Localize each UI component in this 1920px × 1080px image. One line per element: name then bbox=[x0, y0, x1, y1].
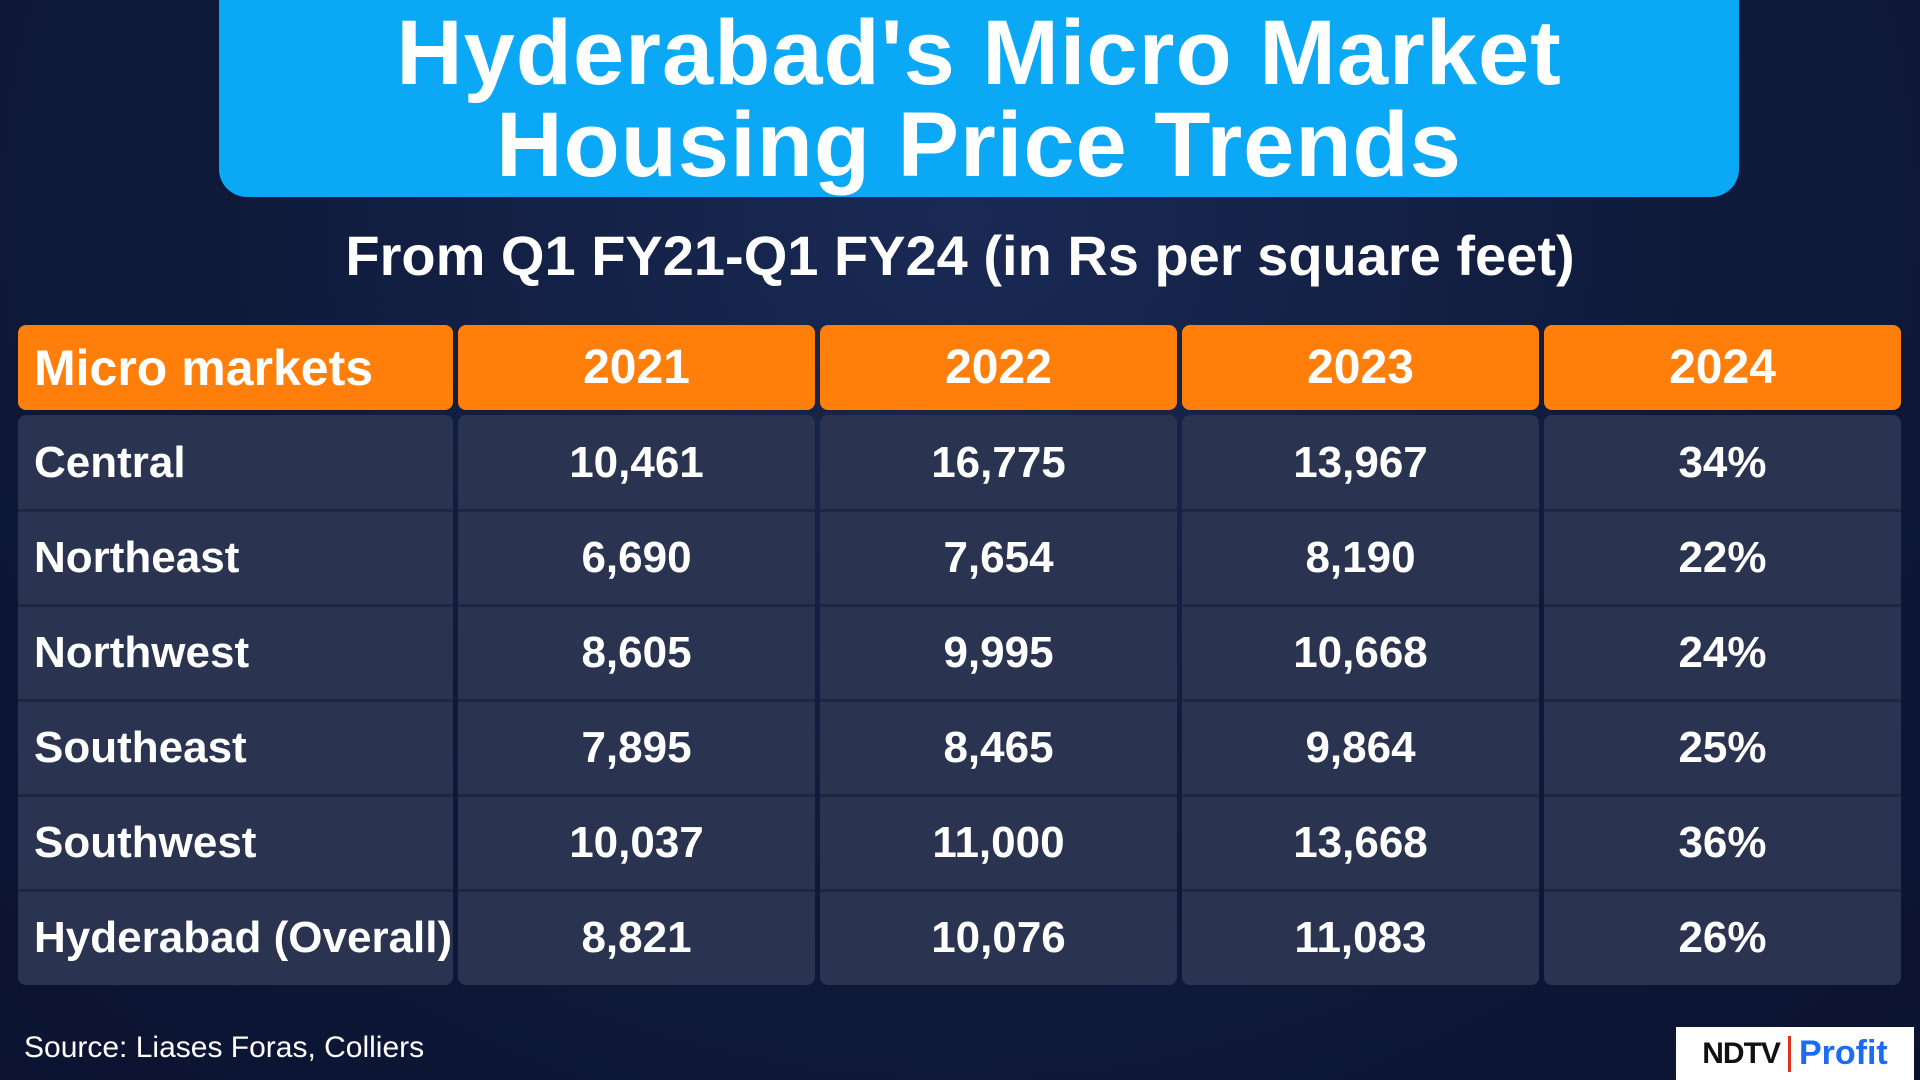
table-cell: 6,690 bbox=[581, 532, 692, 582]
row-divider bbox=[1544, 889, 1901, 892]
logo-product: Profit bbox=[1798, 1034, 1888, 1072]
price-table: Micro markets 2021 2022 2023 2024 Central 10,4… bbox=[18, 325, 1901, 985]
row-divider bbox=[458, 509, 815, 512]
row-label: Hyderabad (Overall) bbox=[34, 912, 453, 962]
row-label: Central bbox=[34, 437, 186, 487]
row-divider bbox=[820, 604, 1177, 607]
table-cell: 13,967 bbox=[1293, 437, 1428, 487]
table-cell: 11,083 bbox=[1294, 912, 1427, 962]
row-divider bbox=[458, 794, 815, 797]
table-cell: 9,995 bbox=[943, 627, 1054, 677]
header-year-2023: 2023 bbox=[1182, 325, 1539, 410]
row-label: Northwest bbox=[34, 627, 250, 677]
table-cell: 7,654 bbox=[943, 532, 1054, 582]
table-cell: 16,775 bbox=[931, 437, 1066, 487]
header-year-2021: 2021 bbox=[458, 325, 815, 410]
row-divider bbox=[820, 509, 1177, 512]
row-divider bbox=[1182, 889, 1539, 892]
table-cell: 25% bbox=[1678, 722, 1767, 772]
table-cell: 34% bbox=[1678, 437, 1767, 487]
row-divider bbox=[18, 794, 453, 797]
title-banner: Hyderabad's Micro Market Housing Price T… bbox=[219, 0, 1739, 197]
source-note: Source: Liases Foras, Colliers bbox=[24, 1031, 425, 1064]
logo-divider bbox=[1787, 1035, 1791, 1072]
row-divider bbox=[820, 794, 1177, 797]
row-divider bbox=[820, 889, 1177, 892]
row-label: Southeast bbox=[34, 722, 247, 772]
table-cell: 22% bbox=[1678, 532, 1767, 582]
row-divider bbox=[458, 699, 815, 702]
table-cell: 10,461 bbox=[569, 437, 704, 487]
table-cell: 24% bbox=[1678, 627, 1767, 677]
table-cell: 10,037 bbox=[569, 817, 704, 867]
logo-brand: NDTV bbox=[1702, 1036, 1781, 1070]
table-cell: 9,864 bbox=[1305, 722, 1416, 772]
table-cell: 26% bbox=[1678, 912, 1767, 962]
row-divider bbox=[1182, 604, 1539, 607]
row-divider bbox=[1182, 794, 1539, 797]
row-divider bbox=[18, 604, 453, 607]
row-divider bbox=[18, 699, 453, 702]
row-divider bbox=[18, 509, 453, 512]
row-divider bbox=[458, 889, 815, 892]
subtitle: From Q1 FY21-Q1 FY24 (in Rs per square f… bbox=[345, 224, 1575, 287]
row-divider bbox=[1544, 604, 1901, 607]
title-line-2: Housing Price Trends bbox=[496, 93, 1462, 196]
title-line-1: Hyderabad's Micro Market bbox=[396, 1, 1562, 104]
ndtv-profit-logo: NDTV Profit bbox=[1676, 1027, 1914, 1080]
row-divider bbox=[458, 604, 815, 607]
table-cell: 11,000 bbox=[932, 817, 1065, 867]
header-micro-markets: Micro markets bbox=[18, 325, 453, 410]
table-cell: 8,465 bbox=[943, 722, 1054, 772]
row-divider bbox=[1544, 509, 1901, 512]
table-cell: 10,076 bbox=[931, 912, 1066, 962]
row-divider bbox=[1544, 794, 1901, 797]
header-year-2024: 2024 bbox=[1544, 325, 1901, 410]
row-label: Southwest bbox=[34, 817, 257, 867]
table-cell: 13,668 bbox=[1293, 817, 1428, 867]
table-cell: 8,605 bbox=[581, 627, 692, 677]
header-year-2022: 2022 bbox=[820, 325, 1177, 410]
row-divider bbox=[18, 889, 453, 892]
row-divider bbox=[820, 699, 1177, 702]
row-divider bbox=[1182, 699, 1539, 702]
table-cell: 8,821 bbox=[581, 912, 692, 962]
table-cell: 10,668 bbox=[1293, 627, 1428, 677]
table-cell: 8,190 bbox=[1305, 532, 1416, 582]
row-divider bbox=[1544, 699, 1901, 702]
table-cell: 36% bbox=[1678, 817, 1767, 867]
row-label: Northeast bbox=[34, 532, 240, 582]
table-cell: 7,895 bbox=[581, 722, 692, 772]
row-divider bbox=[1182, 509, 1539, 512]
